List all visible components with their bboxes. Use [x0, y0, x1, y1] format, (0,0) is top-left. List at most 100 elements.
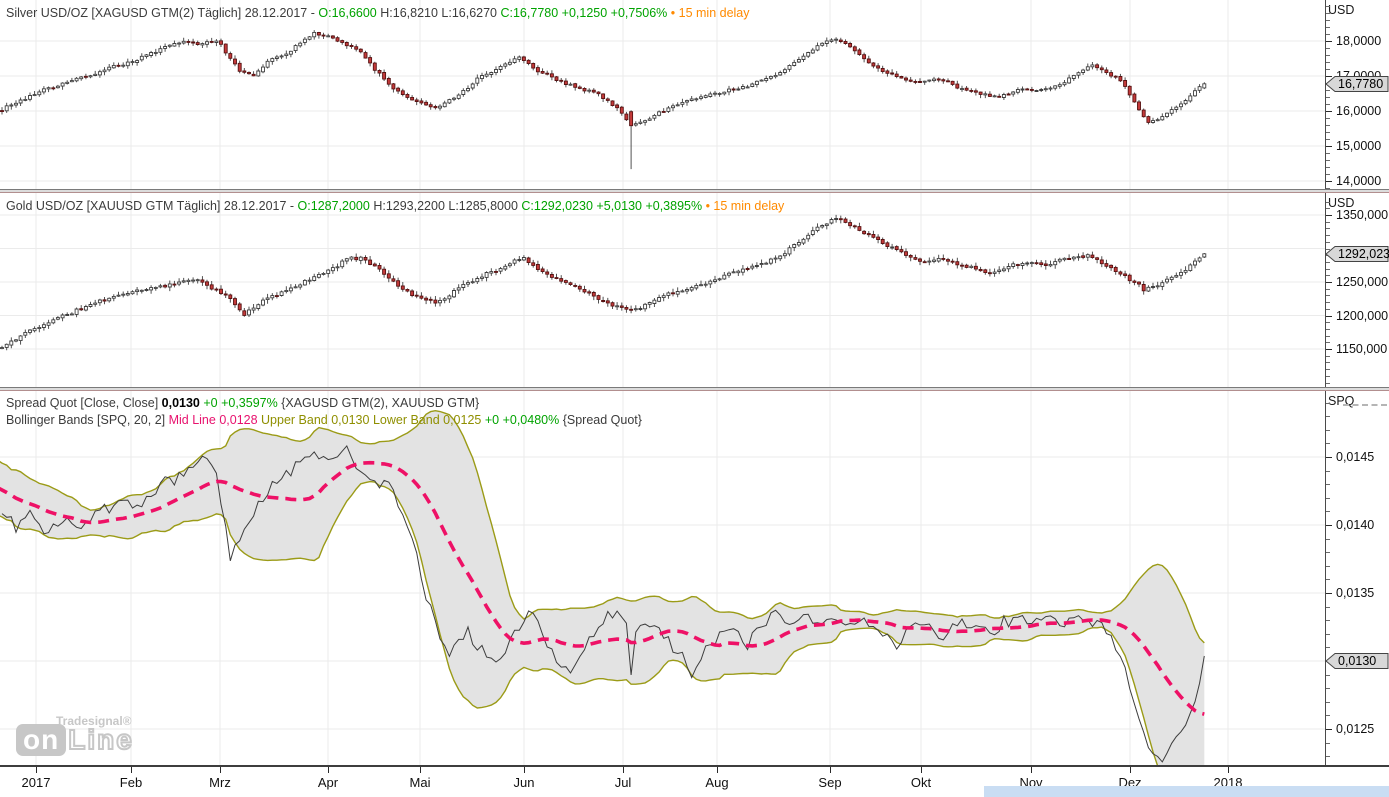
gridlines — [0, 193, 1325, 387]
header-segment: +0 +0,0480% — [484, 413, 560, 427]
up-candles — [4, 31, 1207, 126]
axis-minor-tick — [1326, 69, 1330, 70]
axis-minor-tick — [1326, 132, 1330, 133]
axis-minor-tick — [1326, 715, 1330, 716]
down-candles — [79, 218, 1146, 316]
axis-minor-tick — [1326, 309, 1330, 310]
axis-major-tick — [1326, 593, 1332, 594]
axis-minor-tick — [1326, 675, 1330, 676]
axis-minor-tick — [1326, 289, 1330, 290]
axis-tick-label: 16,0000 — [1336, 104, 1382, 118]
silver-candlestick-chart[interactable] — [0, 0, 1325, 189]
gold-candlestick-chart[interactable] — [0, 193, 1325, 387]
axis-major-tick — [1326, 215, 1332, 216]
spread-panel[interactable]: Spread Quot [Close, Close] 0,0130 +0 +0,… — [0, 391, 1389, 765]
bollinger-band-fill — [0, 410, 1205, 765]
axis-minor-tick — [1326, 228, 1330, 229]
header-segment: • — [667, 6, 679, 20]
axis-minor-tick — [1326, 202, 1330, 203]
header-segment: • — [702, 199, 714, 213]
axis-minor-tick — [1326, 302, 1330, 303]
axis-tick-label: 1200,000 — [1336, 309, 1389, 323]
axis-minor-tick — [1326, 356, 1330, 357]
axis-minor-tick — [1326, 403, 1330, 404]
axis-minor-tick — [1326, 702, 1330, 703]
axis-minor-tick — [1326, 188, 1330, 189]
bollinger-mid-line — [0, 460, 1205, 716]
price-tag-value: 0,0130 — [1338, 654, 1377, 668]
axis-tick-label: 0,0140 — [1336, 518, 1375, 532]
watermark-line-text: Line — [67, 724, 134, 756]
candle-wicks — [1, 30, 1205, 170]
header-segment: H:16,8210 L:16,6270 — [376, 6, 501, 20]
panel-divider[interactable] — [0, 387, 1389, 391]
axis-minor-tick — [1326, 362, 1330, 363]
axis-major-tick — [1326, 457, 1332, 458]
gold-panel[interactable]: Gold USD/OZ [XAUUSD GTM Täglich] 28.12.2… — [0, 193, 1389, 387]
time-axis-label: Feb — [119, 775, 143, 790]
axis-minor-tick — [1326, 13, 1330, 14]
time-axis-label: 2017 — [21, 775, 51, 790]
price-axis-line — [1325, 0, 1326, 766]
header-segment: {Spread Quot} — [559, 413, 642, 427]
spread-header-line2: Bollinger Bands [SPQ, 20, 2] Mid Line 0,… — [6, 413, 642, 427]
axis-minor-tick — [1326, 167, 1330, 168]
gridlines — [0, 0, 1325, 189]
axis-tick-label: 0,0125 — [1336, 722, 1375, 736]
panel-divider[interactable] — [0, 189, 1389, 193]
axis-tick-label: 0,0135 — [1336, 586, 1375, 600]
time-axis-tick — [623, 767, 624, 773]
silver-panel[interactable]: Silver USD/OZ [XAGUSD GTM(2) Täglich] 28… — [0, 0, 1389, 189]
axis-minor-tick — [1326, 242, 1330, 243]
header-segment: 0,0130 — [161, 396, 200, 410]
axis-major-tick — [1326, 41, 1332, 42]
axis-minor-tick — [1326, 208, 1330, 209]
axis-minor-tick — [1326, 97, 1330, 98]
axis-minor-tick — [1326, 55, 1330, 56]
tradesignal-watermark: Tradesignal® on Line — [16, 714, 134, 756]
axis-tick-label: 18,0000 — [1336, 34, 1382, 48]
axis-minor-tick — [1326, 443, 1330, 444]
header-segment: 15 min delay — [678, 6, 750, 20]
header-segment: Silver USD/OZ [XAGUSD GTM(2) Täglich] 28… — [6, 6, 319, 20]
axis-minor-tick — [1326, 275, 1330, 276]
price-tag-value: 16,7780 — [1338, 77, 1384, 91]
axis-minor-tick — [1326, 295, 1330, 296]
time-axis-tick — [131, 767, 132, 773]
price-tag-spread[interactable]: 0,0130 — [1325, 652, 1389, 670]
header-segment: H:1293,2200 L:1285,8000 — [369, 199, 522, 213]
axis-major-tick — [1326, 76, 1332, 77]
price-tag-gold[interactable]: 1292,023 — [1325, 245, 1389, 263]
axis-minor-tick — [1326, 160, 1330, 161]
time-axis-label: Jul — [614, 775, 632, 790]
time-axis-tick — [1031, 767, 1032, 773]
header-segment: Lower Band 0,0125 — [372, 413, 482, 427]
price-tag-silver[interactable]: 16,7780 — [1325, 75, 1389, 93]
axis-minor-tick — [1326, 498, 1330, 499]
bollinger-upper-band — [0, 409, 1205, 644]
axis-minor-tick — [1326, 336, 1330, 337]
axis-minor-tick — [1326, 118, 1330, 119]
time-axis-label: Mai — [409, 775, 431, 790]
header-segment: Gold USD/OZ [XAUUSD GTM Täglich] 28.12.2… — [6, 199, 298, 213]
axis-major-tick — [1326, 729, 1332, 730]
horizontal-scrollbar[interactable] — [984, 786, 1389, 797]
gridlines — [0, 391, 1325, 765]
axis-tick-label: 1150,000 — [1336, 342, 1388, 356]
axis-minor-tick — [1326, 27, 1330, 28]
axis-unit-label: USD — [1328, 196, 1355, 210]
axis-major-tick — [1326, 111, 1332, 112]
axis-minor-tick — [1326, 634, 1330, 635]
header-segment: 15 min delay — [713, 199, 785, 213]
axis-minor-tick — [1326, 262, 1330, 263]
header-segment: C:1292,0230 +5,0130 +0,3895% — [521, 199, 703, 213]
axis-minor-tick — [1326, 743, 1330, 744]
axis-major-tick — [1326, 525, 1332, 526]
time-axis-tick — [717, 767, 718, 773]
axis-minor-tick — [1326, 235, 1330, 236]
axis-tick-label: 0,0145 — [1336, 450, 1375, 464]
axis-minor-tick — [1326, 139, 1330, 140]
time-axis-label: Okt — [910, 775, 932, 790]
spread-bollinger-chart[interactable] — [0, 391, 1325, 765]
candle-wicks — [1, 214, 1205, 351]
